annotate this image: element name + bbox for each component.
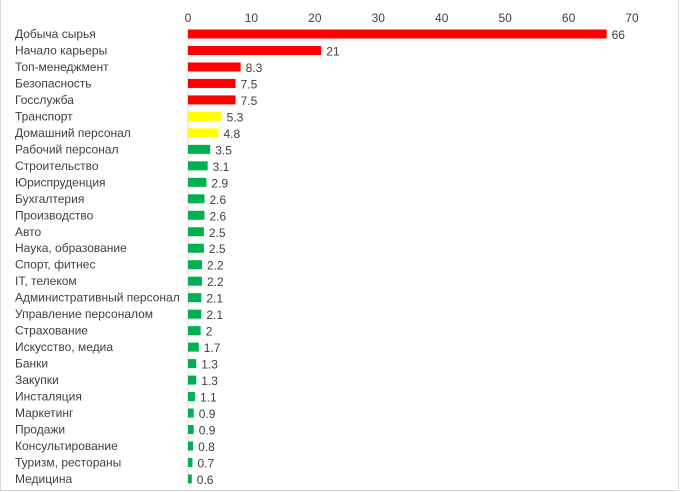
category-label: Консультирование — [15, 439, 118, 453]
category-label: Туризм, рестораны — [15, 455, 121, 469]
category-label: Наука, образование — [15, 241, 127, 255]
data-label: 2.6 — [209, 209, 226, 223]
bar — [188, 425, 194, 435]
bar — [188, 457, 193, 467]
data-label: 1.1 — [200, 391, 217, 405]
category-label: Страхование — [15, 324, 88, 338]
bar — [188, 78, 236, 88]
category-label: Банки — [15, 357, 48, 371]
data-label: 5.3 — [227, 110, 244, 124]
data-label: 1.3 — [201, 358, 218, 372]
bar — [188, 194, 205, 204]
category-label: Юриспруденция — [15, 175, 106, 189]
bar — [188, 441, 194, 451]
x-tick-label: 20 — [308, 11, 322, 25]
bar — [188, 408, 194, 418]
category-label: Управление персоналом — [15, 307, 153, 321]
category-label: Начало карьеры — [15, 43, 107, 57]
bar — [188, 128, 219, 138]
bar — [188, 210, 205, 220]
data-label: 7.5 — [241, 94, 258, 108]
data-label: 2.5 — [209, 226, 226, 240]
data-label: 4.8 — [223, 127, 240, 141]
category-label: Строительство — [15, 159, 99, 173]
x-tick-label: 70 — [625, 11, 639, 25]
data-label: 2.5 — [209, 242, 226, 256]
data-label: 2.2 — [207, 259, 224, 273]
category-label: Административный персонал — [15, 291, 180, 305]
data-label: 1.3 — [201, 374, 218, 388]
x-tick-label: 40 — [435, 11, 449, 25]
bar — [188, 342, 199, 352]
category-label: Безопасность — [15, 76, 92, 90]
bar — [188, 227, 204, 237]
data-label: 3.5 — [215, 143, 232, 157]
category-label: Продажи — [15, 423, 65, 437]
data-label: 2.2 — [207, 275, 224, 289]
bar — [188, 29, 607, 39]
bar — [188, 144, 211, 154]
data-label: 3.1 — [213, 160, 230, 174]
category-label: Инсталяция — [15, 390, 82, 404]
bar — [188, 45, 322, 55]
data-label: 1.7 — [204, 341, 221, 355]
bar — [188, 111, 222, 121]
x-tick-label: 0 — [185, 11, 192, 25]
bar — [188, 293, 202, 303]
category-label: Производство — [15, 208, 94, 222]
data-label: 8.3 — [246, 61, 263, 75]
data-label: 7.5 — [241, 77, 258, 91]
category-label: Закупки — [15, 373, 59, 387]
x-tick-label: 50 — [498, 11, 512, 25]
category-label: Госслужба — [15, 93, 74, 107]
data-label: 2.6 — [209, 193, 226, 207]
bar — [188, 326, 201, 336]
category-label: Авто — [15, 225, 41, 239]
category-label: Искусство, медиа — [15, 340, 113, 354]
data-label: 66 — [612, 28, 626, 42]
bar — [188, 161, 208, 171]
data-label: 0.9 — [199, 424, 216, 438]
bar — [188, 309, 202, 319]
bar — [188, 375, 197, 385]
bar — [188, 95, 236, 105]
x-tick-label: 10 — [245, 11, 259, 25]
bar — [188, 62, 241, 72]
category-label: Спорт, фитнес — [15, 258, 95, 272]
category-label: Домашний персонал — [15, 126, 131, 140]
category-label: Рабочий персонал — [15, 142, 119, 156]
bar — [188, 243, 204, 253]
data-label: 0.9 — [199, 407, 216, 421]
bar — [188, 276, 202, 286]
bar — [188, 359, 197, 369]
x-tick-label: 30 — [372, 11, 386, 25]
bar — [188, 392, 195, 402]
category-label: Медицина — [15, 472, 72, 486]
bar — [188, 177, 207, 187]
x-tick-label: 60 — [562, 11, 576, 25]
data-label: 0.6 — [197, 473, 214, 487]
category-label: Бухгалтерия — [15, 192, 84, 206]
data-label: 21 — [326, 44, 340, 58]
category-label: Маркетинг — [15, 406, 74, 420]
data-label: 2.1 — [206, 308, 223, 322]
category-label: Топ-менеджмент — [15, 60, 109, 74]
bar — [188, 260, 202, 270]
data-label: 2 — [206, 325, 213, 339]
bar — [188, 474, 192, 484]
category-label: IT, телеком — [15, 274, 77, 288]
data-label: 2.9 — [211, 176, 228, 190]
data-label: 0.7 — [197, 456, 214, 470]
data-label: 2.1 — [206, 292, 223, 306]
category-label: Добыча сырья — [15, 27, 96, 41]
category-label: Транспорт — [15, 109, 73, 123]
data-label: 0.8 — [198, 440, 215, 454]
